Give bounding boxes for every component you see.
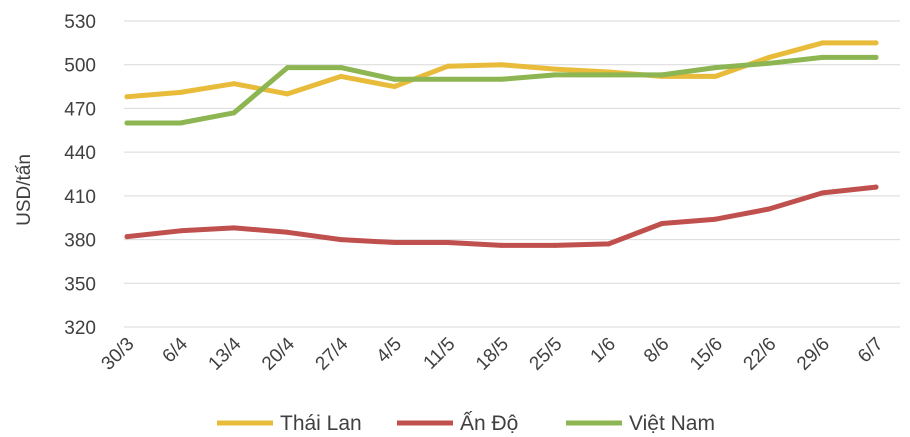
x-axis-ticks: 30/3 6/4 13/4 20/4 27/4 4/5 11/5 18/5 25/5 1/6 8/6… [98,333,888,374]
data-point [445,239,451,245]
legend-label: Thái Lan [280,412,362,435]
data-point [552,242,558,248]
x-tick-label: 27/4 [312,333,353,374]
x-tick-label: 18/5 [472,334,513,375]
data-point [766,60,772,66]
data-point [766,54,772,60]
legend-label: Việt Nam [629,412,715,435]
data-point [285,91,290,97]
y-tick-label: 440 [64,143,96,164]
y-tick-label: 500 [64,56,96,77]
x-tick-label: 8/6 [640,334,674,368]
legend-label: Ấn Độ [460,412,518,435]
data-point [873,184,879,190]
data-point [820,54,825,60]
data-point [231,81,237,87]
data-point [552,66,558,72]
y-axis-ticks: 320 350 380 410 440 470 500 530 [64,12,96,339]
data-point [606,72,611,78]
data-point [445,76,451,82]
data-point [873,40,879,46]
data-point [499,62,504,68]
data-point [285,65,290,71]
x-tick-label: 20/4 [258,333,299,374]
data-point [338,73,344,79]
x-tick-label: 11/5 [420,334,460,374]
data-point [392,84,397,90]
data-point [231,110,237,116]
data-point [124,94,130,100]
series-lines [124,40,879,248]
data-point [820,190,825,196]
data-point [178,89,183,95]
data-point [392,239,397,245]
x-tick-label: 1/6 [587,334,621,368]
data-point [338,237,344,243]
data-point [178,228,183,234]
x-tick-label: 15/6 [686,334,727,375]
y-tick-label: 470 [64,99,96,120]
data-point [124,234,130,240]
series-line-0 [124,40,879,100]
data-point [231,225,237,231]
data-point [820,40,825,46]
data-point [338,65,344,71]
data-point [552,72,558,78]
x-tick-label: 6/7 [854,334,888,368]
x-tick-label: 29/6 [793,334,834,375]
data-point [285,229,290,235]
data-point [124,120,130,126]
legend: Thái Lan Ấn Độ Việt Nam [217,412,715,435]
data-point [392,76,397,82]
data-point [499,242,504,248]
x-tick-label: 25/5 [526,334,567,375]
x-tick-label: 22/6 [740,334,781,375]
y-axis-title: USD/tấn [14,154,35,226]
data-point [178,120,183,126]
data-point [606,241,611,247]
gridlines [124,20,900,328]
data-point [873,54,879,60]
data-point [445,63,451,69]
series-line-2 [124,54,879,126]
data-point [499,76,504,82]
y-tick-label: 350 [64,274,96,295]
y-tick-label: 410 [64,187,96,208]
data-point [766,206,772,212]
data-point [659,72,665,78]
data-point [713,73,718,79]
y-tick-label: 380 [64,231,96,252]
x-tick-label: 4/5 [373,334,407,368]
x-tick-label: 6/4 [159,333,193,367]
x-tick-label: 13/4 [205,333,246,374]
data-point [713,65,718,71]
data-point [659,221,665,227]
data-point [713,216,718,222]
y-tick-label: 320 [64,318,96,339]
x-tick-label: 30/3 [98,334,139,375]
y-tick-label: 530 [64,12,96,33]
